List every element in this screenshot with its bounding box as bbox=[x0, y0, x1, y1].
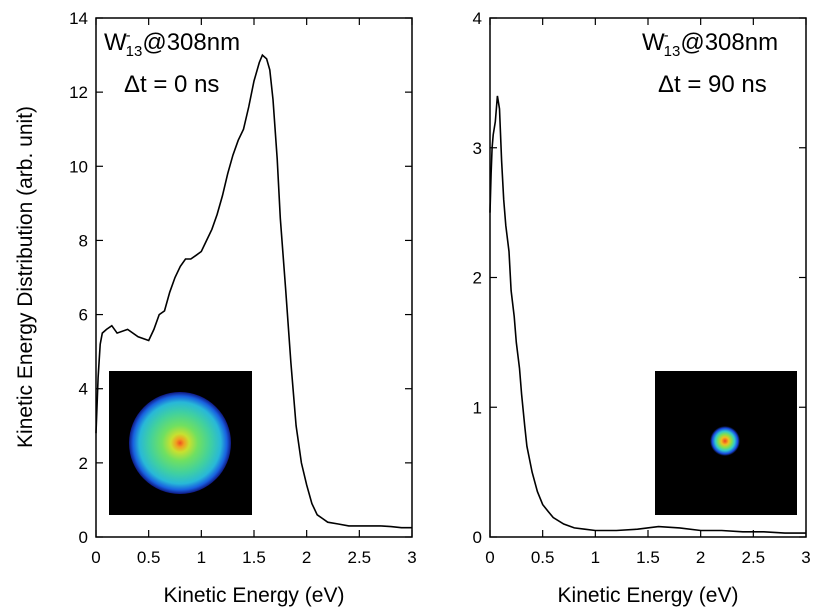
right-x-tick-label: 1.5 bbox=[636, 548, 660, 567]
left-inset-ring-image bbox=[129, 392, 231, 494]
left-y-tick-label: 4 bbox=[79, 380, 88, 399]
right-y-tick-label: 3 bbox=[473, 139, 482, 158]
right-x-tick-label: 3 bbox=[801, 548, 810, 567]
y-axis-title: Kinetic Energy Distribution (arb. unit) bbox=[14, 106, 37, 448]
right-y-tick-label: 4 bbox=[473, 9, 482, 28]
left-y-tick-label: 0 bbox=[79, 528, 88, 547]
right-inset bbox=[655, 371, 797, 515]
left-x-tick-label: 3 bbox=[407, 548, 416, 567]
right-inset-spot-image bbox=[710, 426, 740, 456]
left-x-tick-label: 1 bbox=[197, 548, 206, 567]
right-ticks: 0 0.5 1 1.5 2 2.5 3 0 1 2 3 4 bbox=[473, 9, 811, 567]
left-delay-label: Δt = 0 ns bbox=[124, 71, 219, 98]
right-x-tick-label: 0.5 bbox=[531, 548, 555, 567]
right-x-tick-label: 1 bbox=[591, 548, 600, 567]
left-ticks: 0 0.5 1 1.5 2 2.5 3 0 2 4 6 8 10 12 14 bbox=[69, 9, 417, 567]
left-x-tick-label: 0 bbox=[91, 548, 100, 567]
left-inset bbox=[109, 371, 252, 515]
left-y-tick-label: 8 bbox=[79, 231, 88, 250]
left-y-tick-label: 6 bbox=[79, 306, 88, 325]
left-x-tick-label: 1.5 bbox=[242, 548, 266, 567]
left-x-tick-label: 0.5 bbox=[137, 548, 161, 567]
right-x-tick-label: 2.5 bbox=[742, 548, 766, 567]
left-x-tick-label: 2.5 bbox=[348, 548, 372, 567]
left-x-axis-title: Kinetic Energy (eV) bbox=[164, 584, 345, 607]
right-panel: 0 0.5 1 1.5 2 2.5 3 0 1 2 3 4 W-13@308nm Δt = 90 ns… bbox=[473, 9, 811, 607]
right-x-tick-label: 0 bbox=[485, 548, 494, 567]
left-panel: 0 0.5 1 1.5 2 2.5 3 0 2 4 6 8 10 12 14 W-13@308nm Δt =… bbox=[69, 9, 417, 607]
left-y-tick-label: 12 bbox=[69, 83, 88, 102]
right-series-line bbox=[489, 95, 806, 534]
right-x-axis-title: Kinetic Energy (eV) bbox=[558, 584, 739, 607]
right-delay-label: Δt = 90 ns bbox=[658, 71, 767, 98]
left-species-label: W-13@308nm bbox=[104, 27, 240, 60]
left-y-tick-label: 10 bbox=[69, 157, 88, 176]
left-y-tick-label: 14 bbox=[69, 9, 88, 28]
left-series-line bbox=[95, 53, 412, 529]
right-species-label: W-13@308nm bbox=[642, 27, 778, 60]
right-y-tick-label: 0 bbox=[473, 528, 482, 547]
right-y-tick-label: 1 bbox=[473, 398, 482, 417]
left-y-tick-label: 2 bbox=[79, 454, 88, 473]
left-x-tick-label: 2 bbox=[302, 548, 311, 567]
right-x-tick-label: 2 bbox=[696, 548, 705, 567]
right-y-tick-label: 2 bbox=[473, 269, 482, 288]
